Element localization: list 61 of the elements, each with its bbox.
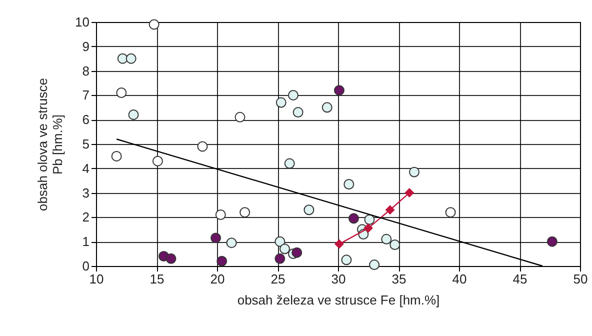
point: [369, 260, 380, 270]
point: [334, 239, 344, 249]
point: [304, 204, 314, 216]
point: [348, 213, 359, 224]
y-tick-label: 7: [82, 88, 90, 103]
point: [292, 247, 302, 258]
x-tick-label: 35: [392, 272, 406, 286]
x-axis-title: obsah železa ve strusce Fe [hm.%]: [237, 292, 440, 308]
point: [148, 19, 160, 30]
y-tick-label: 9: [82, 38, 90, 54]
point: [390, 240, 400, 250]
y-tick-label: 1: [82, 234, 90, 250]
x-tick-label: 20: [210, 272, 225, 286]
x-tick-label: 40: [452, 272, 467, 286]
x-tick-label: 30: [331, 272, 346, 286]
y-tick-label: 4: [82, 160, 90, 176]
point: [274, 253, 286, 264]
point: [334, 85, 344, 96]
point: [322, 102, 332, 113]
y-tick-label: 5: [82, 136, 90, 152]
x-tick-label: 15: [150, 272, 164, 286]
point: [364, 223, 373, 233]
point: [292, 107, 304, 118]
point: [276, 97, 286, 108]
x-tick-label: 45: [512, 272, 528, 286]
y-tick-label: 10: [75, 14, 90, 30]
y-tick-label: 2: [82, 210, 90, 225]
point: [197, 141, 208, 152]
point: [117, 53, 128, 64]
x-tick-label: 50: [573, 272, 588, 286]
point: [364, 214, 375, 225]
point: [240, 207, 250, 218]
point: [288, 90, 298, 100]
point: [210, 232, 222, 244]
point: [385, 205, 395, 215]
point: [381, 234, 392, 244]
point: [216, 256, 228, 266]
y-tick-label: 8: [82, 63, 90, 78]
point: [166, 253, 176, 264]
point: [152, 156, 163, 166]
y-axis-title: obsah olova ve strusce Pb [hm.%]: [35, 78, 66, 211]
point: [404, 188, 414, 198]
point: [445, 207, 456, 218]
point: [111, 150, 122, 162]
point: [234, 112, 246, 122]
y-tick-label: 3: [82, 185, 90, 200]
point: [344, 179, 354, 190]
point: [408, 166, 420, 178]
x-tick-label: 25: [270, 272, 286, 286]
point: [284, 158, 295, 169]
point: [128, 109, 139, 120]
point: [226, 238, 237, 248]
point: [215, 210, 226, 220]
point: [126, 53, 136, 64]
y-tick-label: 0: [82, 258, 90, 274]
point: [341, 254, 352, 266]
point: [116, 88, 127, 98]
point: [274, 236, 286, 247]
point: [280, 244, 290, 254]
point: [546, 236, 558, 247]
y-tick-label: 6: [82, 112, 90, 128]
